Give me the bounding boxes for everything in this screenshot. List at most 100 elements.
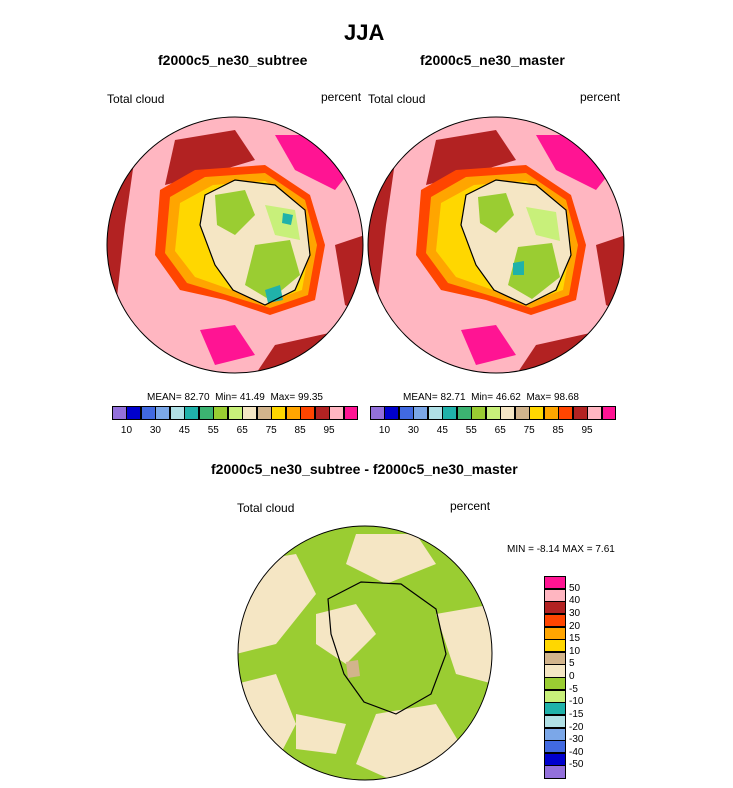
colorbar-swatch: [256, 406, 272, 420]
panel-2-units-label: percent: [580, 90, 621, 104]
colorbar-swatch: [227, 406, 243, 420]
magenta-patch-bottom: [200, 325, 255, 365]
colorbar-swatch: [544, 714, 566, 728]
colorbar-swatch: [155, 406, 171, 420]
coastline: [460, 179, 572, 306]
colorbar-swatch: [169, 406, 185, 420]
colorbar-swatch: [544, 702, 566, 716]
colorbar-swatch: [544, 613, 566, 627]
colorbar-swatch: [413, 406, 429, 420]
page-title: JJA: [344, 20, 385, 45]
colorbar-tick-label: 20: [569, 620, 581, 632]
panel-1-variable-label: Total cloud: [107, 92, 165, 106]
green-region-1: [215, 190, 255, 235]
colorbar-swatch: [485, 406, 501, 420]
panel-2-stats: MEAN= 82.71 Min= 46.62 Max= 98.68: [403, 392, 579, 403]
panel-1-colorbar-ticks: 10 30 45 55 65 75 85 95: [112, 425, 358, 439]
colorbar-swatch: [343, 406, 359, 420]
colorbar-swatch: [587, 406, 603, 420]
colorbar-tick-label: 95: [581, 425, 593, 436]
diff-map: [237, 525, 493, 781]
panel-1-map: [106, 116, 364, 374]
colorbar-tick-label: 40: [569, 595, 581, 607]
colorbar-swatch: [543, 406, 559, 420]
colorbar-swatch: [500, 406, 516, 420]
colorbar-swatch: [456, 406, 472, 420]
colorbar-swatch: [544, 740, 566, 754]
colorbar-swatch: [544, 601, 566, 615]
diff-colorbar: [544, 576, 566, 779]
colorbar-swatch: [558, 406, 574, 420]
panel-1-max-label: Max=: [270, 392, 296, 403]
colorbar-swatch: [112, 406, 127, 420]
teal-spot-1: [513, 261, 524, 275]
colorbar-tick-label: 95: [323, 425, 335, 436]
colorbar-tick-label: 85: [294, 425, 306, 436]
magenta-patch-bottom: [461, 325, 516, 365]
colorbar-tick-label: 0: [569, 671, 575, 682]
colorbar-swatch: [601, 406, 617, 420]
green-region-2: [245, 240, 300, 300]
colorbar-swatch: [184, 406, 200, 420]
colorbar-swatch: [442, 406, 458, 420]
colorbar-swatch: [285, 406, 301, 420]
panel-2-colorbar-ticks: 10 30 45 55 65 75 85 95: [370, 425, 616, 439]
panel-2-max-label: Max=: [526, 392, 552, 403]
colorbar-swatch: [544, 752, 566, 766]
lightgreen-region: [526, 207, 560, 241]
panel-2-min-value: 46.62: [495, 392, 521, 403]
magenta-patch-top-right: [536, 135, 616, 190]
colorbar-tick-label: -10: [569, 696, 584, 708]
colorbar-swatch: [329, 406, 345, 420]
panel-2-min-label: Min=: [471, 392, 494, 403]
colorbar-tick-label: 30: [407, 425, 419, 436]
panel-1-units-label: percent: [321, 90, 362, 104]
colorbar-swatch: [544, 689, 566, 703]
colorbar-tick-label: -40: [569, 746, 584, 758]
colorbar-tick-label: 10: [120, 425, 133, 436]
colorbar-swatch: [544, 588, 566, 602]
colorbar-swatch: [544, 765, 566, 779]
colorbar-tick-label: -50: [569, 759, 584, 771]
wheat-patch-6: [316, 604, 376, 664]
tan-spot: [346, 660, 360, 678]
colorbar-tick-label: 10: [378, 425, 391, 436]
colorbar-tick-label: 45: [436, 425, 448, 436]
colorbar-swatch: [384, 406, 400, 420]
colorbar-tick-label: 15: [569, 633, 581, 645]
colorbar-tick-label: 30: [569, 607, 581, 619]
panel-1-stats: MEAN= 82.70 Min= 41.49 Max= 99.35: [147, 392, 323, 403]
colorbar-swatch: [140, 406, 156, 420]
colorbar-swatch: [544, 727, 566, 741]
colorbar-swatch: [544, 639, 566, 653]
colorbar-swatch: [300, 406, 316, 420]
panel-2-mean-label: MEAN=: [403, 392, 438, 403]
colorbar-swatch: [529, 406, 545, 420]
colorbar-tick-label: 55: [207, 425, 219, 436]
colorbar-swatch: [427, 406, 443, 420]
colorbar-swatch: [572, 406, 588, 420]
colorbar-tick-label: 45: [178, 425, 190, 436]
panel-1-title: f2000c5_ne30_subtree: [158, 52, 308, 68]
colorbar-swatch: [544, 677, 566, 691]
colorbar-tick-label: -5: [569, 683, 578, 695]
wheat-patch-7: [296, 714, 346, 754]
colorbar-tick-label: -30: [569, 734, 584, 746]
panel-1-max-value: 99.35: [297, 392, 323, 403]
panel-2-variable-label: Total cloud: [368, 92, 426, 106]
diff-panel-title: f2000c5_ne30_subtree - f2000c5_ne30_mast…: [211, 461, 518, 477]
panel-1-mean-value: 82.70: [184, 392, 210, 403]
panel-1-colorbar: [112, 406, 359, 420]
colorbar-swatch: [370, 406, 385, 420]
teal-spot-1: [282, 213, 293, 225]
colorbar-swatch: [198, 406, 214, 420]
colorbar-tick-label: 75: [265, 425, 277, 436]
colorbar-swatch: [544, 626, 566, 640]
coastline: [199, 179, 311, 306]
wheat-patch-4: [436, 604, 492, 684]
colorbar-tick-label: -15: [569, 708, 584, 720]
panel-1-mean-label: MEAN=: [147, 392, 182, 403]
colorbar-tick-label: -20: [569, 721, 584, 733]
panel-2-map: [367, 116, 625, 374]
colorbar-tick-label: 55: [465, 425, 477, 436]
